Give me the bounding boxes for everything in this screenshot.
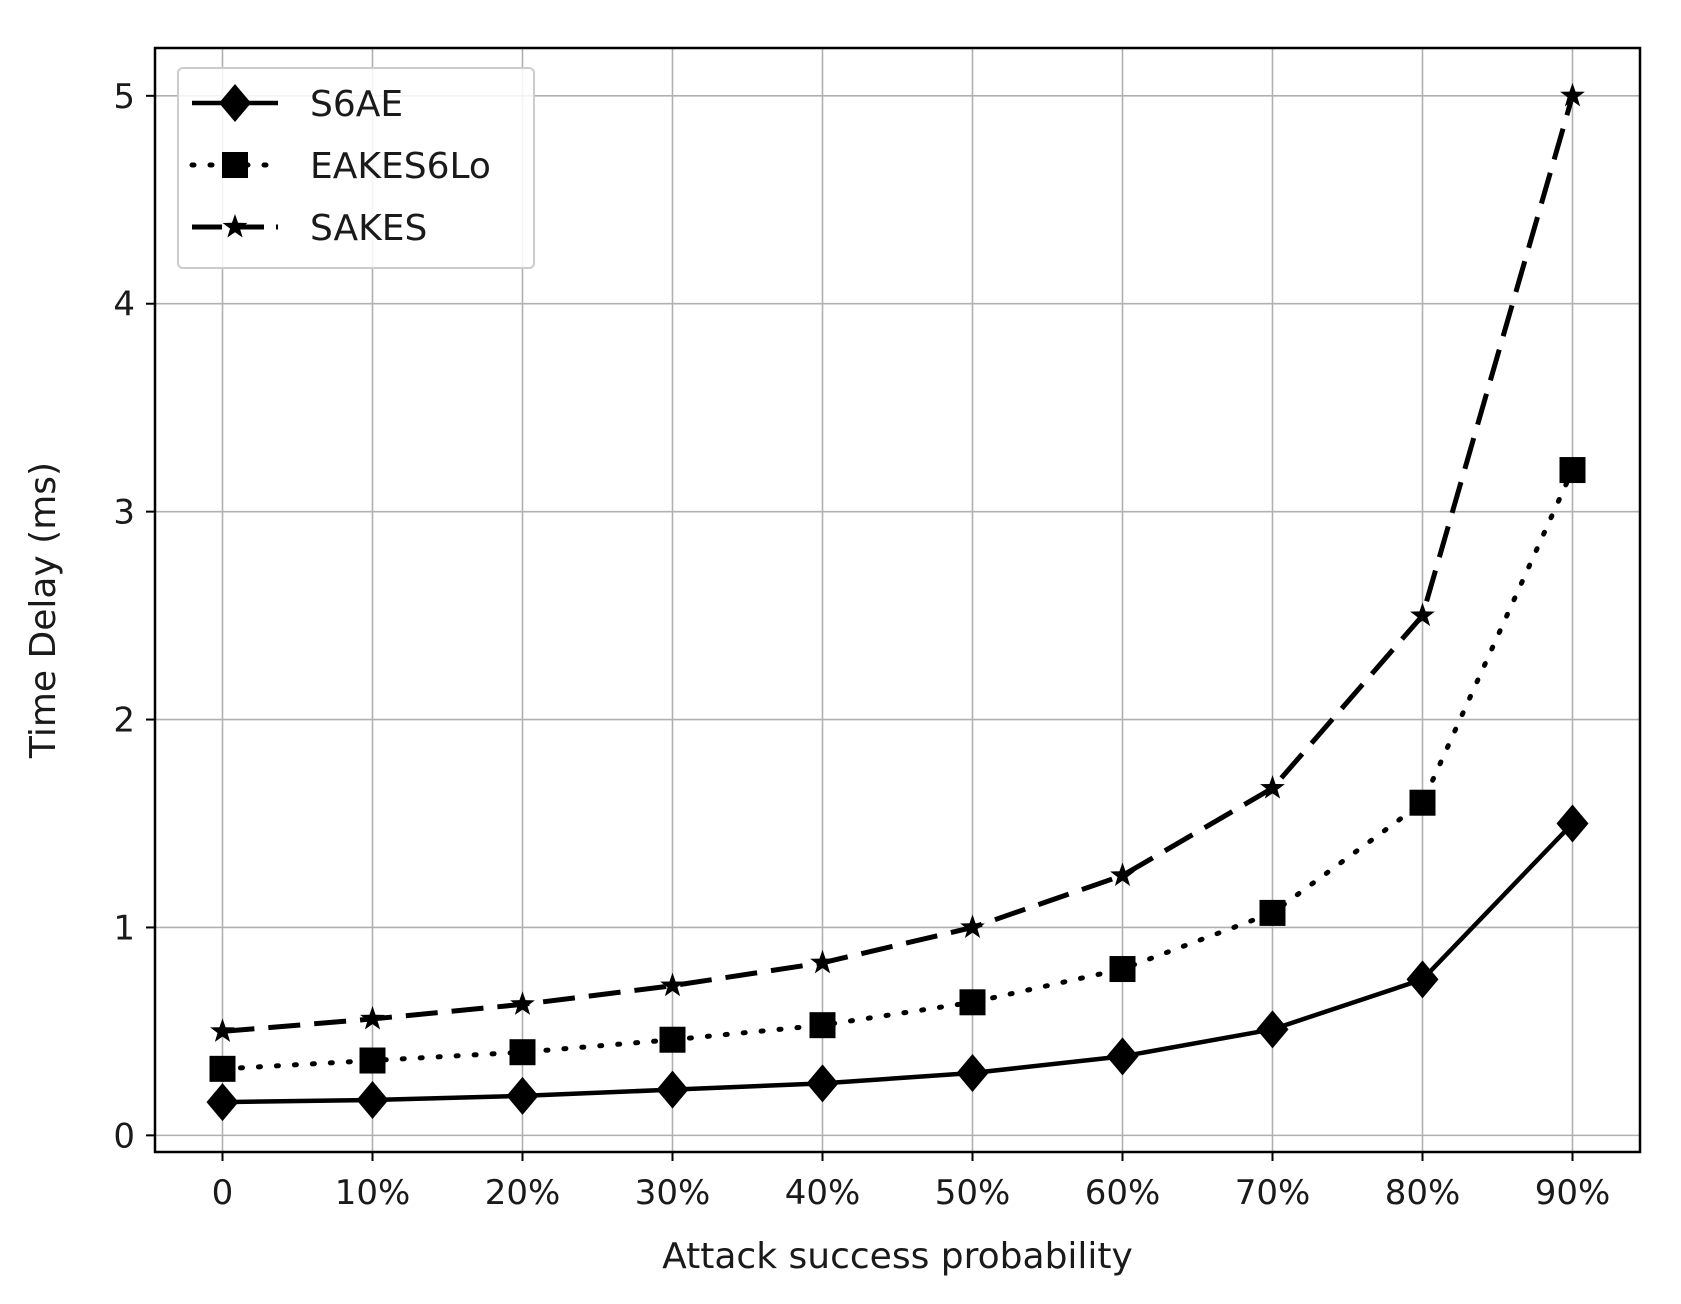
x-tick-label: 60% bbox=[1085, 1173, 1161, 1213]
plot-frame bbox=[153, 46, 1642, 1154]
series-layer bbox=[206, 82, 1589, 1122]
x-tick-label: 70% bbox=[1235, 1173, 1311, 1213]
square-marker bbox=[509, 1039, 536, 1066]
square-marker bbox=[209, 1055, 236, 1082]
star-marker bbox=[360, 1005, 385, 1030]
legend-label: SAKES bbox=[310, 208, 427, 249]
y-tick-label: 1 bbox=[113, 908, 135, 948]
legend-label: EAKES6Lo bbox=[310, 146, 491, 187]
diamond-marker bbox=[656, 1070, 689, 1109]
star-marker bbox=[210, 1018, 235, 1042]
square-marker bbox=[1559, 457, 1586, 484]
star-marker bbox=[222, 214, 248, 238]
diamond-marker bbox=[1256, 1010, 1289, 1049]
series-line bbox=[222, 821, 1575, 1105]
series-line bbox=[222, 95, 1575, 1034]
series-sakes bbox=[210, 82, 1585, 1042]
star-marker bbox=[1410, 602, 1435, 627]
star-marker bbox=[660, 972, 685, 997]
y-tick-label: 5 bbox=[113, 77, 135, 117]
diamond-marker bbox=[1556, 804, 1589, 843]
square-marker bbox=[359, 1047, 386, 1074]
star-marker bbox=[510, 991, 535, 1015]
diamond-marker bbox=[206, 1083, 239, 1122]
legend-label: S6AE bbox=[310, 84, 403, 125]
x-tick-label: 30% bbox=[635, 1173, 711, 1213]
legend: S6AE EAKES6Lo SAKES bbox=[177, 67, 535, 269]
x-tick-label: 20% bbox=[485, 1173, 561, 1213]
diamond-marker bbox=[356, 1081, 389, 1120]
diamond-marker bbox=[1106, 1037, 1139, 1076]
diamond-marker bbox=[1406, 960, 1439, 999]
x-tick-label: 40% bbox=[785, 1173, 861, 1213]
x-tick-label: 50% bbox=[935, 1173, 1011, 1213]
legend-item-sakes: SAKES bbox=[192, 208, 427, 249]
square-marker bbox=[1409, 789, 1436, 816]
y-axis-label: Time Delay (ms) bbox=[23, 462, 64, 759]
diamond-marker bbox=[806, 1064, 839, 1103]
series-s6ae bbox=[206, 804, 1589, 1122]
x-axis-label: Attack success probability bbox=[662, 1236, 1133, 1277]
y-tick-label: 0 bbox=[113, 1116, 135, 1156]
x-tick-label: 90% bbox=[1535, 1173, 1611, 1213]
square-marker bbox=[959, 989, 986, 1016]
diamond-marker bbox=[506, 1076, 539, 1115]
series-eakes6lo bbox=[209, 457, 1586, 1082]
axis-ticks: 0 10% 20% 30% 40% 50% 60% 70% 80% 90% 0 1 2 3 4 5 bbox=[113, 77, 1610, 1213]
x-tick-label: 0 bbox=[212, 1173, 234, 1213]
x-tick-label: 10% bbox=[335, 1173, 411, 1213]
y-tick-label: 3 bbox=[113, 493, 135, 533]
legend-item-eakes6lo: EAKES6Lo bbox=[189, 146, 491, 187]
star-marker bbox=[810, 949, 835, 974]
diamond-marker bbox=[956, 1053, 989, 1092]
square-marker bbox=[809, 1012, 836, 1039]
legend-item-s6ae: S6AE bbox=[192, 84, 403, 125]
y-tick-label: 2 bbox=[113, 701, 135, 741]
star-marker bbox=[1110, 862, 1135, 886]
square-marker bbox=[1109, 956, 1136, 983]
star-marker bbox=[1560, 82, 1585, 107]
x-tick-label: 80% bbox=[1385, 1173, 1461, 1213]
square-marker bbox=[659, 1026, 686, 1053]
square-marker bbox=[1259, 899, 1286, 926]
star-marker bbox=[960, 914, 985, 938]
legend-box bbox=[177, 67, 535, 269]
square-marker bbox=[222, 152, 248, 178]
diamond-marker bbox=[219, 84, 251, 122]
y-tick-label: 4 bbox=[113, 285, 135, 325]
star-marker bbox=[1260, 775, 1285, 799]
